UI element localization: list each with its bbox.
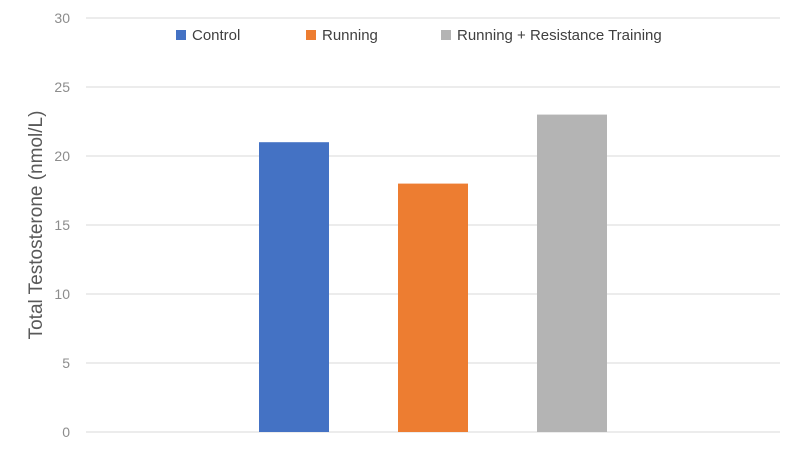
y-axis-label: Total Testosterone (nmol/L): [26, 111, 47, 340]
y-tick-label: 5: [62, 355, 70, 371]
legend-label: Running + Resistance Training: [457, 27, 662, 44]
legend-swatch: [306, 30, 316, 40]
bar-control: [259, 142, 329, 432]
y-tick-label: 10: [54, 286, 70, 302]
legend: Control Running Running + Resistance Train…: [176, 27, 662, 44]
y-tick-label: 30: [54, 10, 70, 26]
bar-running-resistance-training: [537, 114, 607, 432]
y-tick-label: 25: [54, 79, 70, 95]
y-tick-label: 15: [54, 217, 70, 233]
y-tick-label: 20: [54, 148, 70, 164]
legend-swatch: [441, 30, 451, 40]
y-tick-label: 0: [62, 424, 70, 440]
legend-swatch: [176, 30, 186, 40]
legend-label: Running: [322, 27, 378, 44]
bars: [259, 114, 607, 432]
legend-label: Control: [192, 27, 240, 44]
bar-running: [398, 183, 468, 432]
y-axis-ticks: 0 5 10 15 20 25 30: [54, 10, 70, 440]
